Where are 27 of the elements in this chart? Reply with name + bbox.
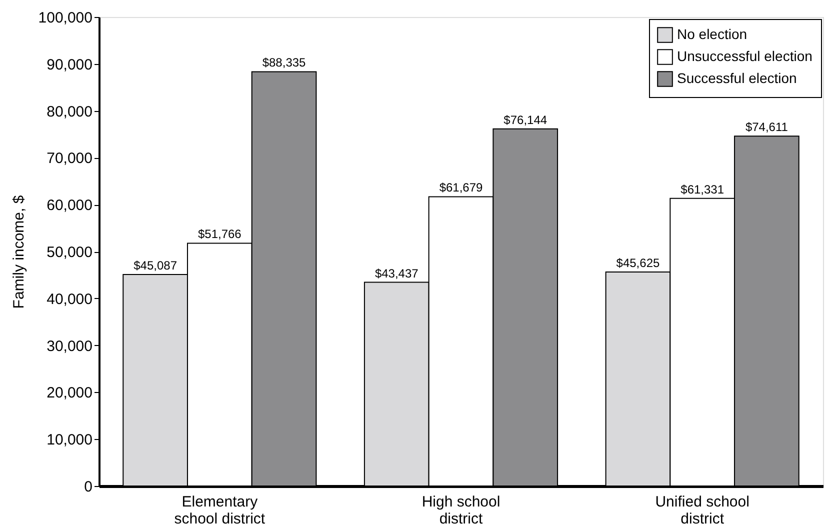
- y-axis-title: Family income, $: [10, 194, 28, 309]
- y-tick-label: 90,000: [46, 56, 92, 74]
- data-label: $61,331: [680, 182, 724, 196]
- y-tick-label: 20,000: [46, 384, 92, 402]
- data-label: $74,611: [745, 120, 788, 134]
- y-tick-label: 30,000: [46, 338, 92, 355]
- y-tick-label: 100,000: [38, 10, 92, 26]
- data-label: $45,087: [134, 258, 178, 273]
- legend-label: Successful election: [677, 70, 797, 86]
- legend-label: No election: [677, 26, 748, 42]
- y-tick-label: 70,000: [46, 150, 92, 168]
- data-label: $43,437: [374, 266, 419, 280]
- data-label: $51,766: [198, 227, 242, 242]
- x-tick-label: High school district: [422, 494, 500, 528]
- x-tick-label: Unified school district: [655, 494, 750, 528]
- legend-label: Unsuccessful election: [677, 48, 812, 64]
- data-label: $61,679: [439, 180, 484, 195]
- x-tick-label: Elementary school district: [174, 494, 266, 528]
- data-label: $88,335: [262, 56, 306, 70]
- y-tick-label: 60,000: [46, 197, 92, 214]
- data-label: $76,144: [504, 112, 548, 127]
- y-tick-label: 0: [84, 478, 92, 496]
- y-tick-label: 80,000: [46, 103, 92, 120]
- y-tick-label: 50,000: [46, 244, 92, 261]
- y-tick-label: 10,000: [46, 432, 92, 449]
- y-tick-label: 40,000: [46, 290, 92, 308]
- data-label: $45,625: [616, 256, 660, 270]
